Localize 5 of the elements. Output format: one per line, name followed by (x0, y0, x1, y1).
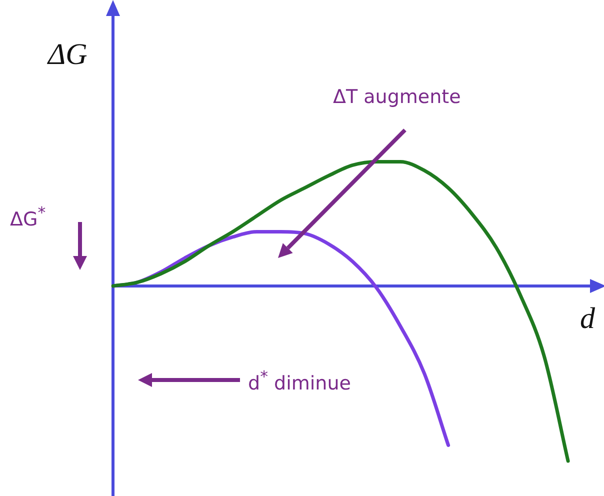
x-axis-title: d (580, 302, 595, 336)
y-axis-title: ΔG (48, 38, 88, 72)
text: ΔT augmente (333, 86, 461, 108)
text: ΔG$^{*}$ (10, 203, 46, 230)
annotation: d$^{*}$ diminue (248, 367, 351, 394)
